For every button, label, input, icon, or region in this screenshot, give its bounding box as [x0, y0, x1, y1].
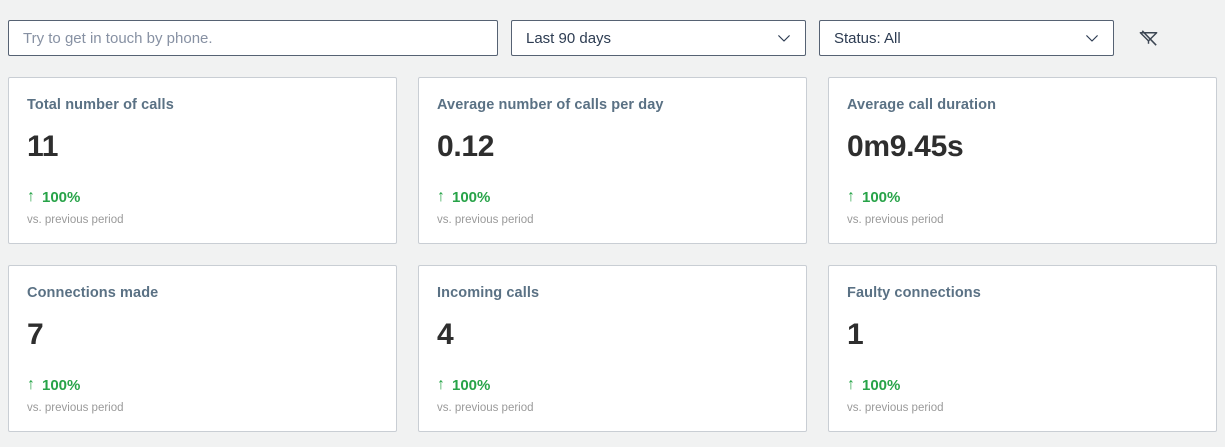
stat-card-connections-made: Connections made 7 ↑ 100% vs. previous p…: [8, 265, 397, 432]
trend-up-icon: ↑: [27, 376, 35, 393]
stat-trend: ↑ 100%: [437, 188, 788, 206]
stat-title: Average call duration: [847, 97, 997, 113]
chevron-down-icon: [1083, 29, 1101, 47]
stat-caption: vs. previous period: [437, 214, 534, 226]
stat-value: 4: [437, 318, 454, 351]
trend-value: 100%: [452, 376, 491, 394]
stat-trend: ↑ 100%: [847, 188, 1198, 206]
stat-card-avg-call-duration: Average call duration 0m9.45s ↑ 100% vs.…: [828, 77, 1217, 244]
filter-bar: Last 90 days Status: All: [0, 0, 1225, 56]
stat-trend: ↑ 100%: [27, 376, 378, 394]
trend-up-icon: ↑: [847, 376, 855, 393]
search-input[interactable]: [8, 20, 498, 56]
stat-title: Total number of calls: [27, 97, 174, 113]
stat-card-total-calls: Total number of calls 11 ↑ 100% vs. prev…: [8, 77, 397, 244]
date-range-select[interactable]: Last 90 days: [511, 20, 806, 56]
stat-value: 0m9.45s: [847, 130, 964, 163]
trend-value: 100%: [42, 188, 81, 206]
trend-up-icon: ↑: [437, 376, 445, 393]
trend-up-icon: ↑: [27, 188, 35, 205]
trend-value: 100%: [862, 188, 901, 206]
filter-off-icon: [1137, 27, 1160, 50]
stat-caption: vs. previous period: [847, 402, 944, 414]
stat-caption: vs. previous period: [847, 214, 944, 226]
trend-value: 100%: [42, 376, 81, 394]
stat-card-faulty-connections: Faulty connections 1 ↑ 100% vs. previous…: [828, 265, 1217, 432]
stat-caption: vs. previous period: [27, 214, 124, 226]
stat-trend: ↑ 100%: [847, 376, 1198, 394]
clear-filters-button[interactable]: [1133, 23, 1163, 53]
stat-value: 11: [27, 130, 59, 163]
stat-title: Incoming calls: [437, 285, 540, 301]
trend-up-icon: ↑: [437, 188, 445, 205]
stat-card-incoming-calls: Incoming calls 4 ↑ 100% vs. previous per…: [418, 265, 807, 432]
date-range-value: Last 90 days: [526, 29, 612, 47]
status-select[interactable]: Status: All: [819, 20, 1114, 56]
trend-up-icon: ↑: [847, 188, 855, 205]
stat-trend: ↑ 100%: [27, 188, 378, 206]
stat-card-avg-calls-per-day: Average number of calls per day 0.12 ↑ 1…: [418, 77, 807, 244]
stat-trend: ↑ 100%: [437, 376, 788, 394]
chevron-down-icon: [775, 29, 793, 47]
stat-caption: vs. previous period: [27, 402, 124, 414]
stat-title: Connections made: [27, 285, 159, 301]
stat-value: 1: [847, 318, 864, 351]
trend-value: 100%: [862, 376, 901, 394]
stat-title: Average number of calls per day: [437, 97, 664, 113]
stat-title: Faulty connections: [847, 285, 981, 301]
stats-grid: Total number of calls 11 ↑ 100% vs. prev…: [8, 77, 1217, 432]
stat-value: 7: [27, 318, 44, 351]
stat-value: 0.12: [437, 130, 495, 163]
stat-caption: vs. previous period: [437, 402, 534, 414]
status-value: Status: All: [834, 29, 901, 47]
trend-value: 100%: [452, 188, 491, 206]
